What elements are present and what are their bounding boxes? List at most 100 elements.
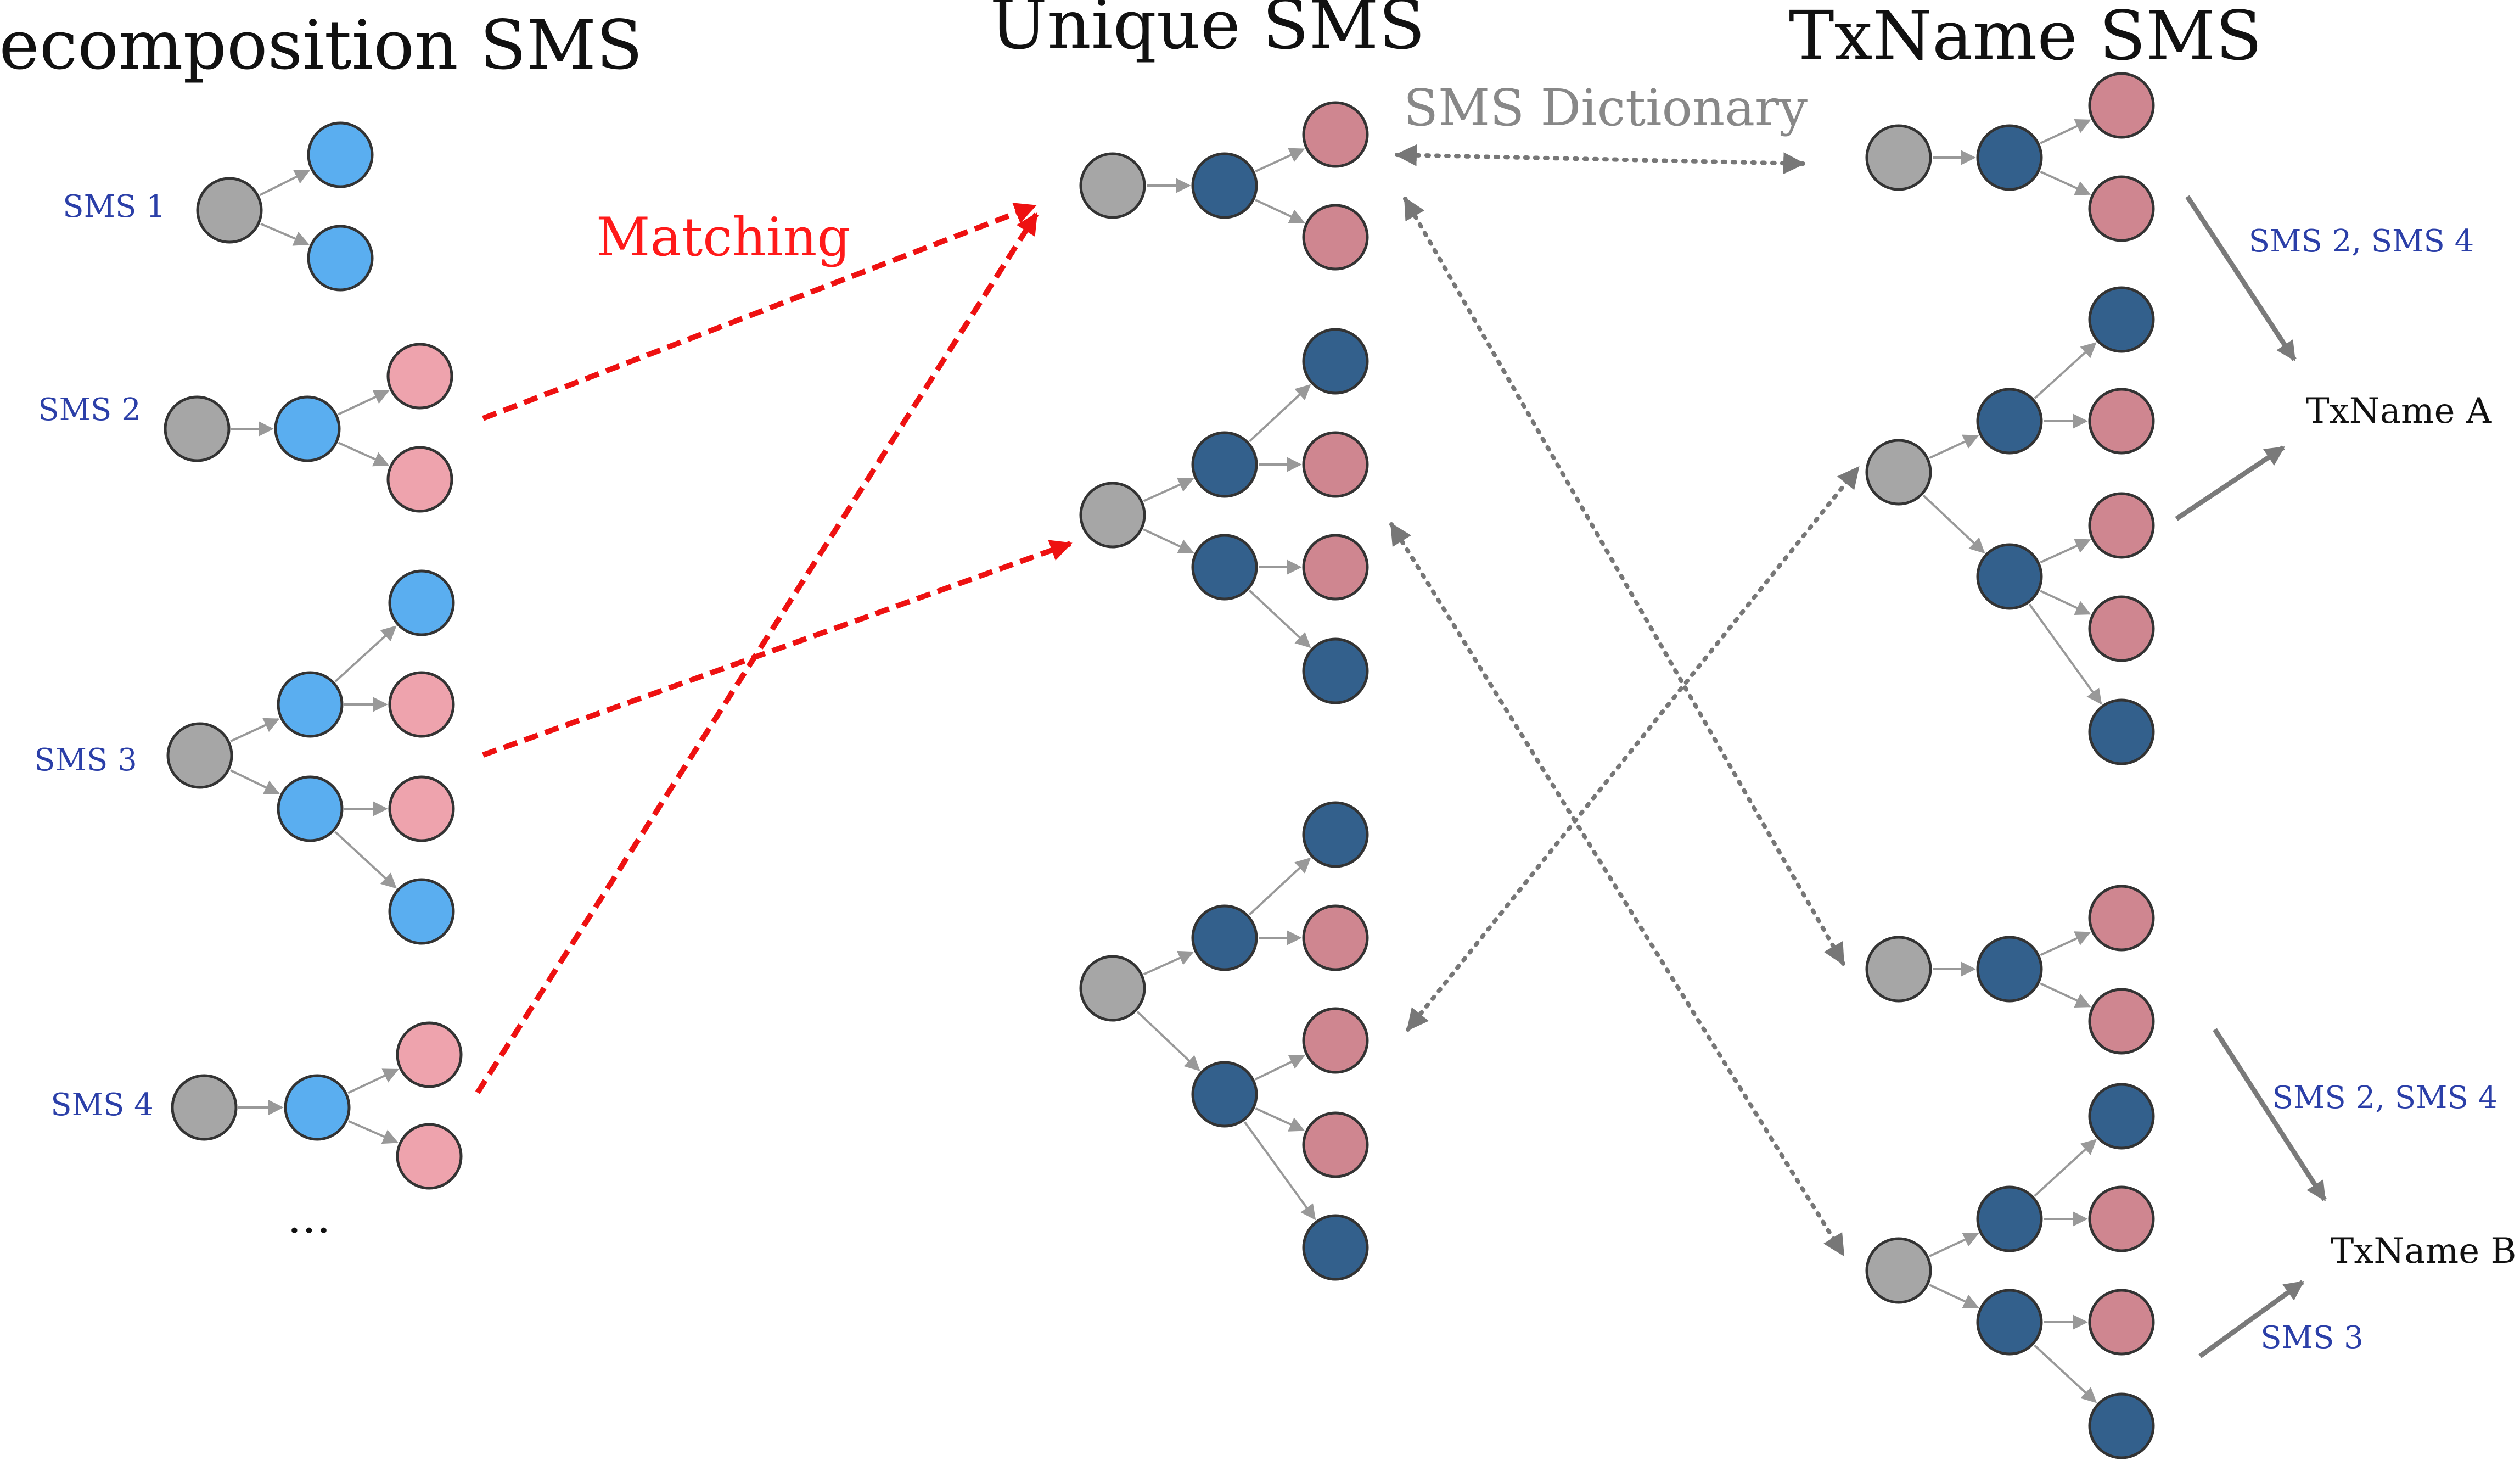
tree-edge bbox=[1254, 1055, 1305, 1081]
tree-node bbox=[2088, 388, 2155, 455]
tree-node bbox=[1191, 152, 1258, 219]
root-node bbox=[1079, 152, 1146, 219]
tree-node bbox=[2088, 988, 2155, 1055]
txname-b-sms-label-upper: SMS 2, SMS 4 bbox=[2272, 1080, 2498, 1116]
tree-node bbox=[1976, 388, 2043, 455]
txname-1-tree bbox=[1865, 72, 2155, 242]
unique-2-tree bbox=[1079, 328, 1369, 704]
tree-node bbox=[1302, 328, 1369, 395]
txname-a-label: TxName A bbox=[2306, 391, 2492, 432]
tree-node bbox=[1191, 904, 1258, 971]
tree-node bbox=[1302, 204, 1369, 271]
tree-node bbox=[1302, 1111, 1369, 1178]
txname-b-sms-label-lower: SMS 3 bbox=[2260, 1320, 2364, 1356]
root-node bbox=[1865, 124, 1932, 191]
tree-edge bbox=[2034, 342, 2097, 399]
tree-node bbox=[1191, 1061, 1258, 1128]
tree-node bbox=[396, 1021, 463, 1088]
root-node bbox=[196, 177, 263, 244]
tree-edge bbox=[334, 625, 397, 682]
txname-2-tree bbox=[1865, 286, 2155, 765]
txname-a-arrow-lower bbox=[2175, 445, 2285, 521]
unique-3-tree bbox=[1079, 801, 1369, 1281]
tree-node bbox=[2088, 1289, 2155, 1356]
tree-node bbox=[1302, 431, 1369, 498]
decomposition-title: Decomposition SMS bbox=[0, 6, 643, 85]
tree-node bbox=[1976, 1289, 2043, 1356]
tree-node bbox=[388, 671, 455, 738]
txname-b-arrow-upper bbox=[2213, 1028, 2327, 1202]
sms-4-tree bbox=[171, 1021, 463, 1190]
tree-node bbox=[1302, 534, 1369, 601]
tree-edge bbox=[1143, 950, 1194, 976]
root-node bbox=[166, 722, 233, 789]
sms-2-label: SMS 2 bbox=[38, 392, 141, 428]
dictionary-arrow-u1-t3 bbox=[1403, 197, 1845, 966]
tree-node bbox=[1302, 101, 1369, 168]
tree-edge bbox=[1255, 199, 1305, 224]
sms-2-tree bbox=[164, 343, 453, 513]
tree-node bbox=[2088, 175, 2155, 242]
sms-3-label: SMS 3 bbox=[34, 742, 137, 778]
root-node bbox=[1865, 1237, 1932, 1304]
tree-node bbox=[386, 343, 453, 410]
ellipsis: … bbox=[287, 1192, 331, 1243]
tree-node bbox=[1302, 801, 1369, 868]
tree-edge bbox=[1255, 148, 1305, 172]
tree-node bbox=[274, 395, 341, 462]
tree-edge bbox=[338, 390, 390, 416]
tree-edge bbox=[230, 718, 280, 742]
dictionary-arrow-top bbox=[1395, 144, 1805, 175]
txname-3-tree bbox=[1865, 885, 2155, 1055]
tree-node bbox=[307, 225, 374, 292]
matching-arrow-sms4 bbox=[475, 212, 1039, 1094]
tree-edge bbox=[1249, 857, 1311, 916]
tree-node bbox=[277, 775, 344, 842]
tree-edge bbox=[229, 769, 280, 794]
txname-a-sms-label: SMS 2, SMS 4 bbox=[2249, 223, 2474, 259]
tree-node bbox=[2088, 698, 2155, 765]
matching-arrow-sms2 bbox=[482, 203, 1037, 421]
tree-edge bbox=[338, 441, 390, 467]
tree-node bbox=[1191, 534, 1258, 601]
sms-4-label: SMS 4 bbox=[50, 1087, 154, 1123]
matching-arrow-sms3 bbox=[482, 540, 1073, 758]
tree-node bbox=[386, 446, 453, 513]
txname-title: TxName SMS bbox=[1789, 0, 2262, 76]
tree-edge bbox=[2040, 931, 2091, 956]
tree-node bbox=[1191, 431, 1258, 498]
tree-edge bbox=[1243, 1121, 1316, 1221]
tree-node bbox=[307, 121, 374, 188]
tree-node bbox=[1302, 904, 1369, 971]
txname-a-arrow-upper bbox=[2185, 195, 2297, 362]
tree-node bbox=[1302, 1214, 1369, 1281]
tree-edge bbox=[1255, 1107, 1305, 1132]
matching-label: Matching bbox=[596, 206, 851, 268]
tree-edge bbox=[2040, 590, 2091, 616]
tree-edge bbox=[260, 222, 310, 246]
tree-edge bbox=[2034, 1344, 2097, 1403]
root-node bbox=[1079, 482, 1146, 549]
tree-edge bbox=[347, 1068, 399, 1094]
sms-1-label: SMS 1 bbox=[63, 189, 166, 225]
tree-node bbox=[388, 775, 455, 842]
tree-node bbox=[1976, 124, 2043, 191]
tree-edge bbox=[2040, 982, 2091, 1008]
tree-edge bbox=[1143, 528, 1194, 554]
unique-1-tree bbox=[1079, 101, 1369, 271]
tree-edge bbox=[2040, 170, 2091, 195]
tree-edge bbox=[1929, 1232, 1979, 1257]
tree-node bbox=[388, 878, 455, 945]
txname-b-label: TxName B bbox=[2331, 1231, 2517, 1272]
tree-node bbox=[1976, 1185, 2043, 1252]
tree-edge bbox=[1248, 589, 1311, 648]
dictionary-arrow-u2-t4 bbox=[1389, 522, 1845, 1257]
tree-node bbox=[388, 569, 455, 636]
tree-edge bbox=[2040, 539, 2091, 564]
tree-node bbox=[2088, 1392, 2155, 1459]
sms-trees bbox=[164, 72, 2155, 1459]
tree-node bbox=[1976, 543, 2043, 610]
tree-node bbox=[2088, 885, 2155, 952]
txname-b-arrow-lower bbox=[2198, 1280, 2304, 1358]
tree-node bbox=[2088, 1083, 2155, 1150]
